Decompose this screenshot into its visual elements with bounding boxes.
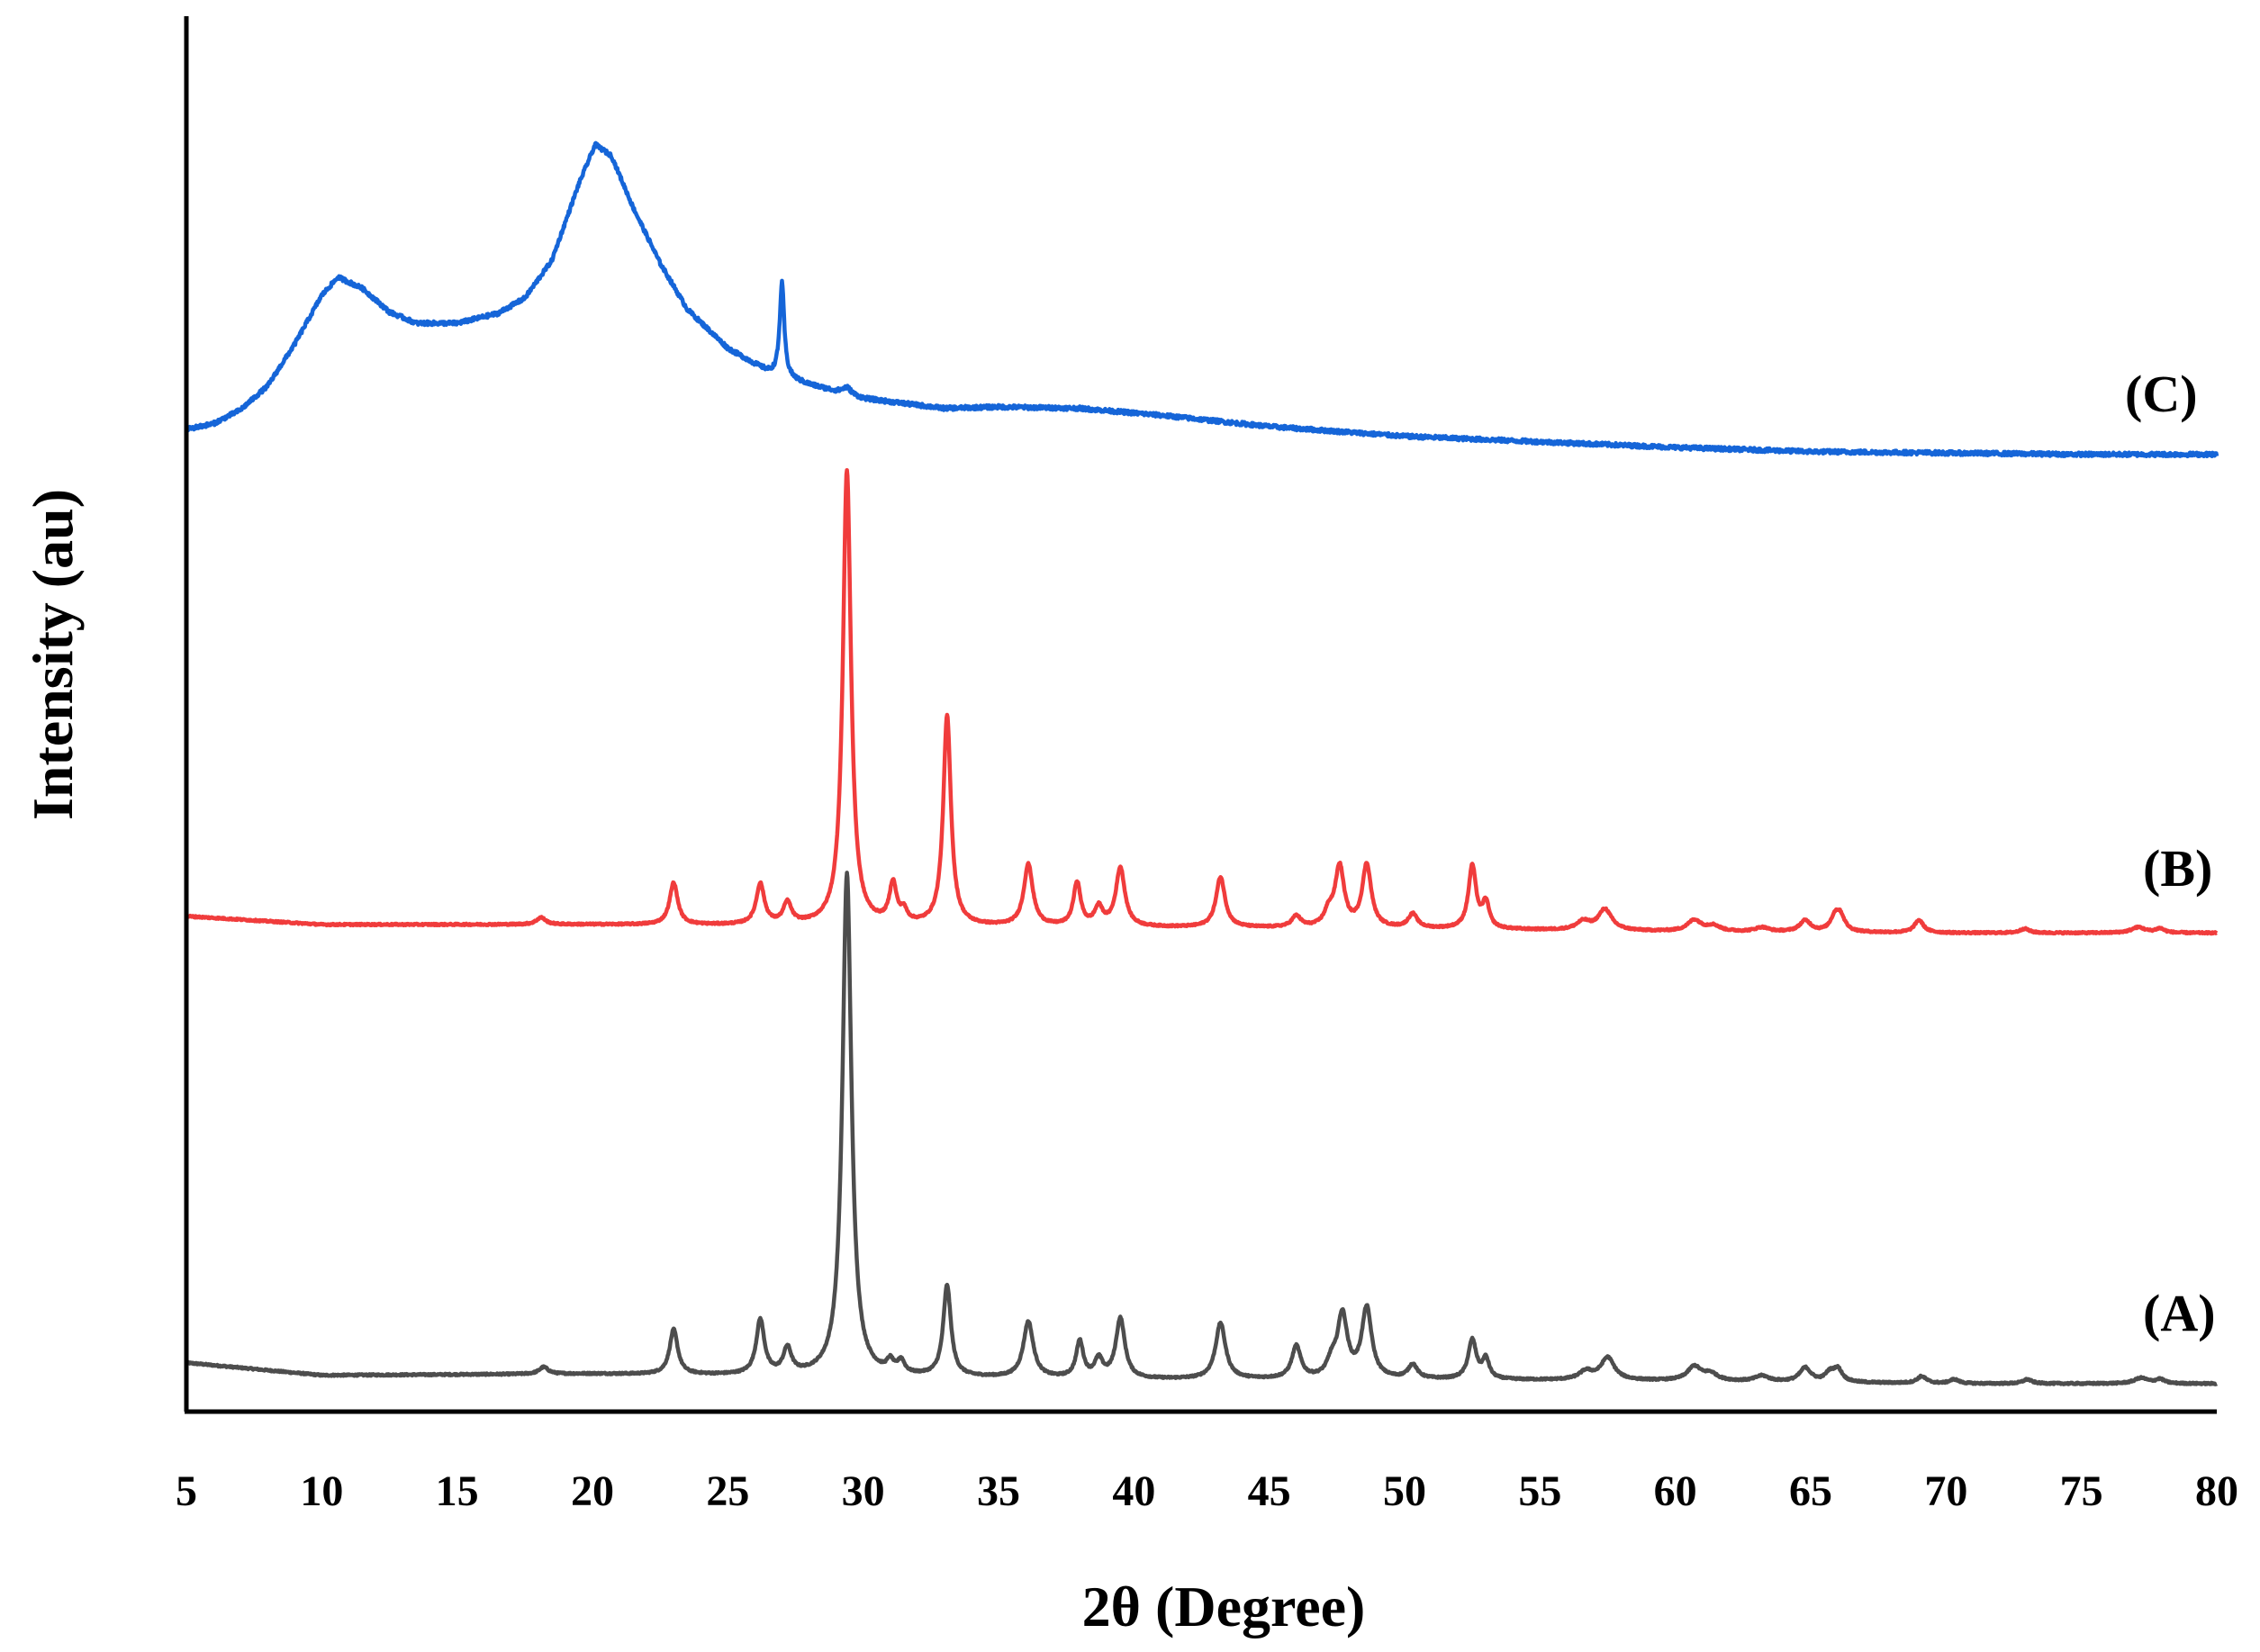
series-label-c: (C)	[2125, 365, 2198, 423]
x-tick-label: 50	[1383, 1467, 1426, 1515]
x-axis-title: 2θ (Degree)	[1082, 1575, 1366, 1638]
x-tick-label: 30	[842, 1467, 885, 1515]
x-tick-label: 80	[2195, 1467, 2238, 1515]
x-tick-label: 55	[1518, 1467, 1561, 1515]
x-tick-label: 35	[977, 1467, 1020, 1515]
x-tick-label: 65	[1789, 1467, 1832, 1515]
x-tick-label: 45	[1248, 1467, 1291, 1515]
x-tick-label: 15	[436, 1467, 479, 1515]
x-tick-label: 70	[1924, 1467, 1967, 1515]
x-tick-label: 5	[176, 1467, 197, 1515]
series-label-a: (A)	[2143, 1284, 2216, 1342]
series-line-b	[185, 467, 2219, 936]
y-axis-title: Intensity (au)	[21, 489, 85, 820]
x-tick-label: 60	[1654, 1467, 1697, 1515]
x-tick-label: 25	[706, 1467, 749, 1515]
x-tick-labels: 5 10 15 20 25 30 35 40 45 50 55 60 65 70 75 80	[176, 1467, 2238, 1515]
x-tick-label: 10	[300, 1467, 343, 1515]
series-label-b: (B)	[2143, 839, 2212, 898]
x-tick-label: 40	[1112, 1467, 1155, 1515]
series-line-c	[184, 140, 2219, 459]
x-tick-label: 75	[2060, 1467, 2103, 1515]
plot-area	[184, 140, 2219, 1386]
series-line-a	[185, 871, 2219, 1386]
x-tick-label: 20	[571, 1467, 614, 1515]
